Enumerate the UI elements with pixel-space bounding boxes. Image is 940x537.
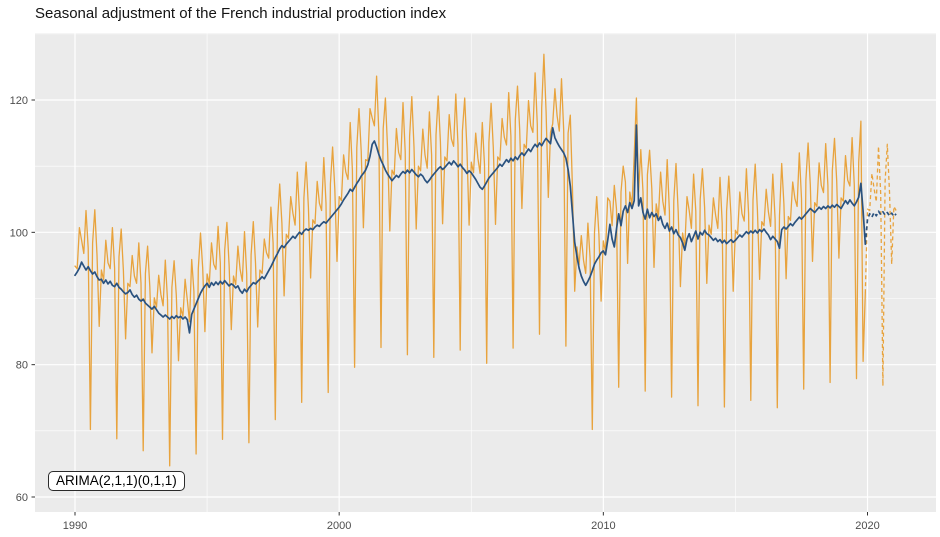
x-tick-label: 1990 (63, 520, 87, 532)
y-tick-label: 120 (10, 95, 28, 107)
y-tick-label: 100 (10, 227, 28, 239)
y-tick-label: 80 (16, 360, 28, 372)
x-tick-label: 2020 (855, 520, 879, 532)
series-line-seasonally-adjusted-index (74, 124, 867, 334)
y-tick-label: 60 (16, 492, 28, 504)
forecast-line-unadjusted-forecast (864, 143, 897, 387)
x-tick-label: 2010 (591, 520, 615, 532)
chart-title: Seasonal adjustment of the French indust… (35, 5, 447, 22)
model-label: ARIMA(2,1,1)(0,1,1) (48, 471, 185, 491)
forecast-line-seasonally-adjusted-forecast (864, 210, 897, 245)
x-tick-label: 2000 (327, 520, 351, 532)
